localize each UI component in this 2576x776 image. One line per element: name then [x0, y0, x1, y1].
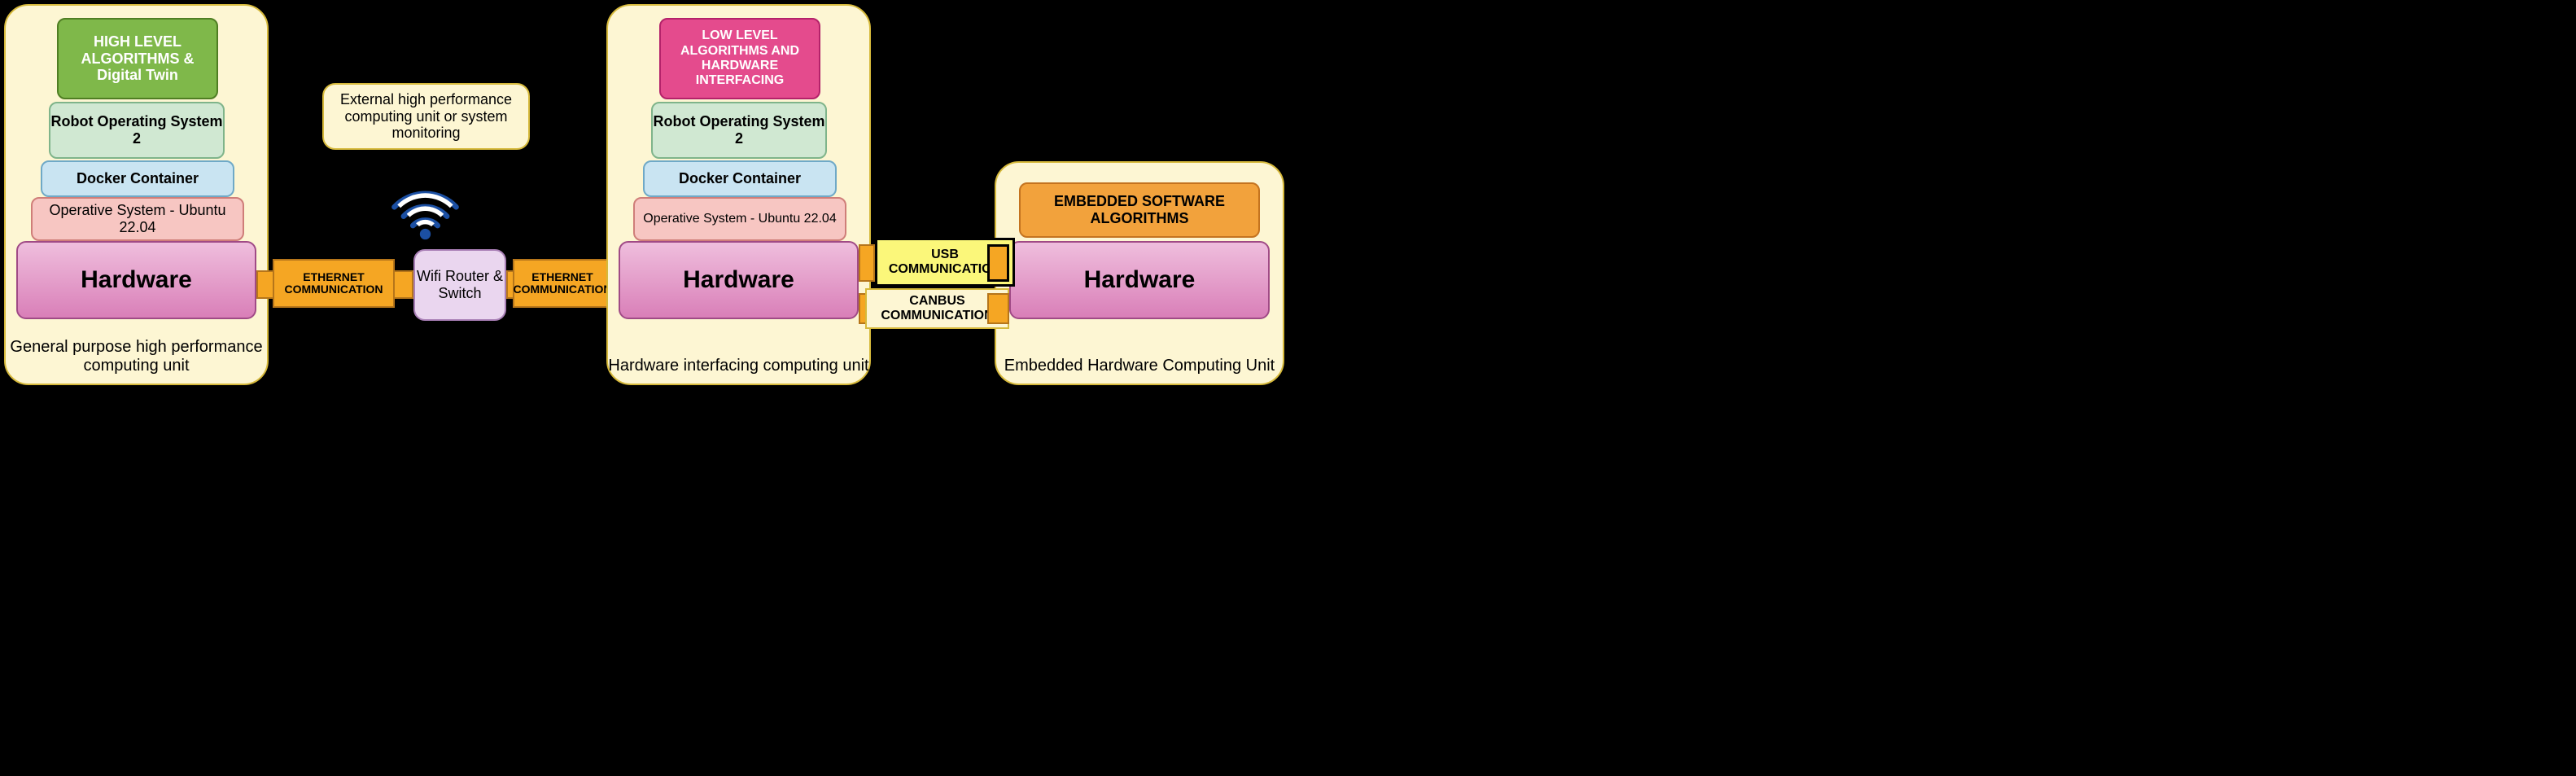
left-os: Operative System - Ubuntu 22.04	[31, 197, 244, 241]
left-docker: Docker Container	[41, 160, 234, 197]
mid-docker: Docker Container	[643, 160, 837, 197]
left-ros: Robot Operating System 2	[49, 102, 225, 159]
mid-os: Operative System - Ubuntu 22.04	[633, 197, 846, 241]
mid-ros: Robot Operating System 2	[651, 102, 827, 159]
ethernet-label-right: ETHERNET COMMUNICATION	[513, 259, 612, 308]
right-embedded-algo: EMBEDDED SOFTWARE ALGORITHMS	[1019, 182, 1260, 238]
right-hardware: Hardware	[1009, 241, 1270, 319]
diagram-canvas: General purpose high performance computi…	[0, 0, 1288, 388]
wifi-icon	[383, 161, 468, 244]
left-hardware: Hardware	[16, 241, 256, 319]
usb-left-tab	[859, 244, 875, 282]
mid-hardware: Hardware	[619, 241, 859, 319]
unit-left-caption: General purpose high performance computi…	[6, 338, 267, 375]
usb-right-tab	[987, 244, 1009, 282]
external-hpc-box: External high performance computing unit…	[322, 83, 530, 150]
canbus-right-tab	[987, 293, 1009, 324]
unit-mid-caption: Hardware interfacing computing unit	[608, 357, 869, 375]
ethernet-label-left: ETHERNET COMMUNICATION	[273, 259, 395, 308]
mid-low-algo: LOW LEVEL ALGORITHMS AND HARDWARE INTERF…	[659, 18, 820, 99]
unit-right-caption: Embedded Hardware Computing Unit	[996, 357, 1283, 375]
left-high-algo: HIGH LEVEL ALGORITHMS & Digital Twin	[57, 18, 218, 99]
router-box: Wifi Router & Switch	[413, 249, 506, 321]
